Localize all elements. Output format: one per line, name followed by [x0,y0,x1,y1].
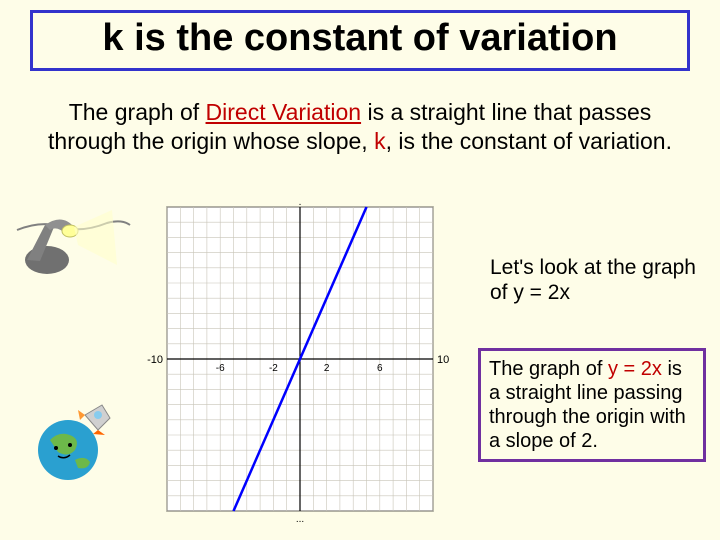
graph: -6 -2 2 6 -10 10.... [145,195,455,525]
svg-text:6: 6 [377,363,383,374]
svg-text:-6: -6 [216,363,225,374]
title-box: k is the constant of variation [30,10,690,71]
graph-svg: -6 -2 2 6 -10 10.... [145,195,455,525]
body-k: k [374,128,386,154]
svg-text:-10: -10 [147,354,163,366]
body-paragraph: The graph of Direct Variation is a strai… [30,98,690,156]
svg-text:-2: -2 [269,363,278,374]
svg-text:10: 10 [437,354,449,366]
caption-box-eq: y = 2x [608,358,662,380]
svg-text:.: . [299,197,302,208]
body-pre: The graph of [69,99,206,125]
caption-look-text: Let's look at the graph of y = 2x [490,256,696,304]
svg-text:2: 2 [324,363,330,374]
caption-box-pre: The graph of [489,358,608,380]
body-post: , is the constant of variation. [386,128,672,154]
caption-look: Let's look at the graph of y = 2x [490,255,700,305]
title-text: k is the constant of variation [102,17,617,59]
globe-clipart [30,400,120,490]
body-highlight: Direct Variation [206,99,362,125]
lamp-clipart [12,205,132,295]
caption-box: The graph of y = 2x is a straight line p… [478,348,706,462]
svg-text:...: ... [296,514,304,525]
